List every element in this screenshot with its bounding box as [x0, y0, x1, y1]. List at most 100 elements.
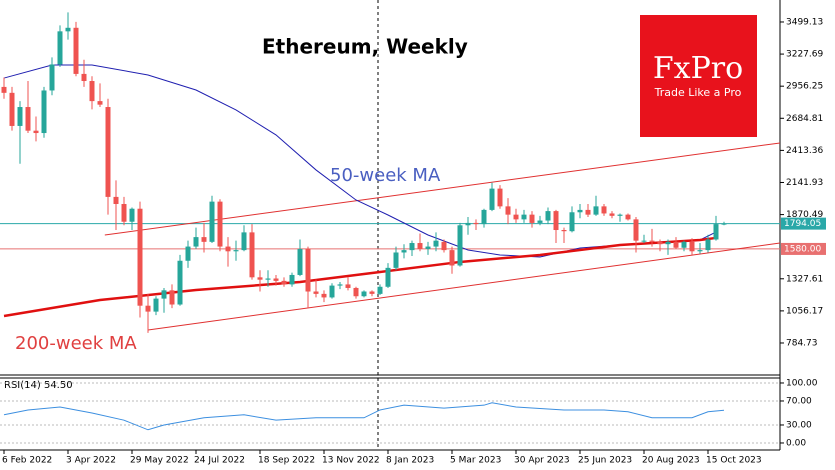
candle-body: [329, 285, 335, 298]
candle-body: [345, 284, 351, 288]
y-tick-label: 2141.93: [786, 178, 823, 188]
candle-body: [97, 101, 103, 105]
candle-body: [553, 211, 559, 231]
price-tag: [781, 242, 826, 255]
candle-body: [225, 246, 231, 252]
candle-body: [361, 291, 367, 297]
logo-text: FxPro: [653, 51, 743, 86]
y-tick-label: 1327.61: [786, 274, 823, 284]
candle-body: [713, 224, 719, 240]
x-tick-label: 29 May 2022: [130, 456, 189, 466]
candle-body: [49, 64, 55, 91]
candle-body: [185, 246, 191, 261]
candle-body: [321, 293, 327, 298]
candle-body: [81, 73, 87, 82]
price-tag: [781, 217, 826, 230]
candle-body: [305, 248, 311, 292]
candle-body: [401, 250, 407, 253]
candle-body: [681, 241, 687, 248]
ma-label: 50-week MA: [330, 165, 441, 186]
candle-body: [289, 274, 295, 285]
candle-body: [57, 31, 63, 65]
candle-body: [353, 287, 359, 297]
y-tick-label: 2413.36: [786, 146, 823, 156]
y-tick-label: 3499.13: [786, 17, 823, 27]
candle-body: [697, 250, 703, 252]
candle-body: [297, 248, 303, 275]
chart-title: Ethereum, Weekly: [262, 35, 468, 59]
candle-body: [465, 222, 471, 226]
rsi-tick-label: 70.00: [786, 396, 812, 406]
price-tag-label: 1580.00: [784, 244, 821, 254]
candle-body: [425, 246, 431, 249]
y-tick-label: 1870.49: [786, 210, 823, 220]
candle-body: [585, 209, 591, 215]
candle-body: [281, 280, 287, 285]
logo-tagline: Trade Like a Pro: [654, 86, 742, 99]
price-tag-label: 1794.05: [784, 219, 821, 229]
trend-line: [147, 242, 781, 331]
candle-body: [561, 230, 567, 232]
candle-body: [689, 241, 695, 252]
candle-body: [105, 107, 111, 197]
logo-box: [640, 15, 757, 137]
y-tick-label: 3227.69: [786, 50, 823, 60]
candle-body: [313, 291, 319, 294]
candle-body: [545, 211, 551, 221]
candle-body: [33, 130, 39, 134]
y-tick-label: 784.73: [786, 338, 818, 348]
candle-body: [673, 241, 679, 248]
candle-body: [217, 201, 223, 247]
rsi-tick-label: 0.00: [786, 438, 806, 448]
candle-body: [521, 214, 527, 220]
candle-body: [377, 286, 383, 294]
x-tick-label: 30 Apr 2023: [514, 456, 570, 466]
candle-body: [409, 243, 415, 251]
candle-body: [241, 232, 247, 251]
candle-body: [129, 208, 135, 222]
rsi-line: [3, 402, 725, 431]
ma-label: 200-week MA: [15, 333, 137, 354]
candle-body: [257, 277, 263, 280]
candle-body: [705, 239, 711, 251]
x-tick-label: 15 Oct 2023: [706, 456, 762, 466]
trend-line: [104, 142, 781, 236]
candle-body: [249, 232, 255, 278]
candle-body: [457, 225, 463, 266]
candle-body: [721, 223, 727, 225]
candle-body: [9, 92, 15, 126]
candle-body: [529, 214, 535, 223]
candle-body: [665, 241, 671, 245]
candle-body: [265, 278, 271, 280]
y-tick-label: 2956.25: [786, 82, 823, 92]
x-tick-label: 5 Mar 2023: [450, 456, 501, 466]
candle-body: [145, 305, 151, 312]
candle-body: [441, 241, 447, 251]
y-tick-label: 1056.17: [786, 306, 823, 316]
candle-body: [633, 219, 639, 241]
candle-body: [273, 278, 279, 281]
candle-body: [65, 27, 71, 32]
candle-body: [481, 209, 487, 225]
candle-body: [617, 214, 623, 216]
candle-body: [393, 252, 399, 268]
candle-body: [537, 220, 543, 223]
candle-body: [121, 203, 127, 222]
candle-body: [505, 206, 511, 215]
candle-body: [609, 213, 615, 216]
candle-body: [417, 243, 423, 249]
rsi-tick-label: 30.00: [786, 420, 812, 430]
rsi-label: RSI(14) 54.50: [4, 380, 73, 391]
candle-body: [449, 250, 455, 266]
y-tick-label: 2684.81: [786, 114, 823, 124]
candle-body: [17, 107, 23, 126]
candle-body: [513, 214, 519, 220]
candle-body: [625, 214, 631, 220]
candle-body: [497, 188, 503, 207]
candle-body: [1, 86, 7, 93]
candle-body: [369, 291, 375, 294]
candle-body: [113, 196, 119, 204]
candle-body: [161, 290, 167, 299]
candle-body: [233, 250, 239, 252]
